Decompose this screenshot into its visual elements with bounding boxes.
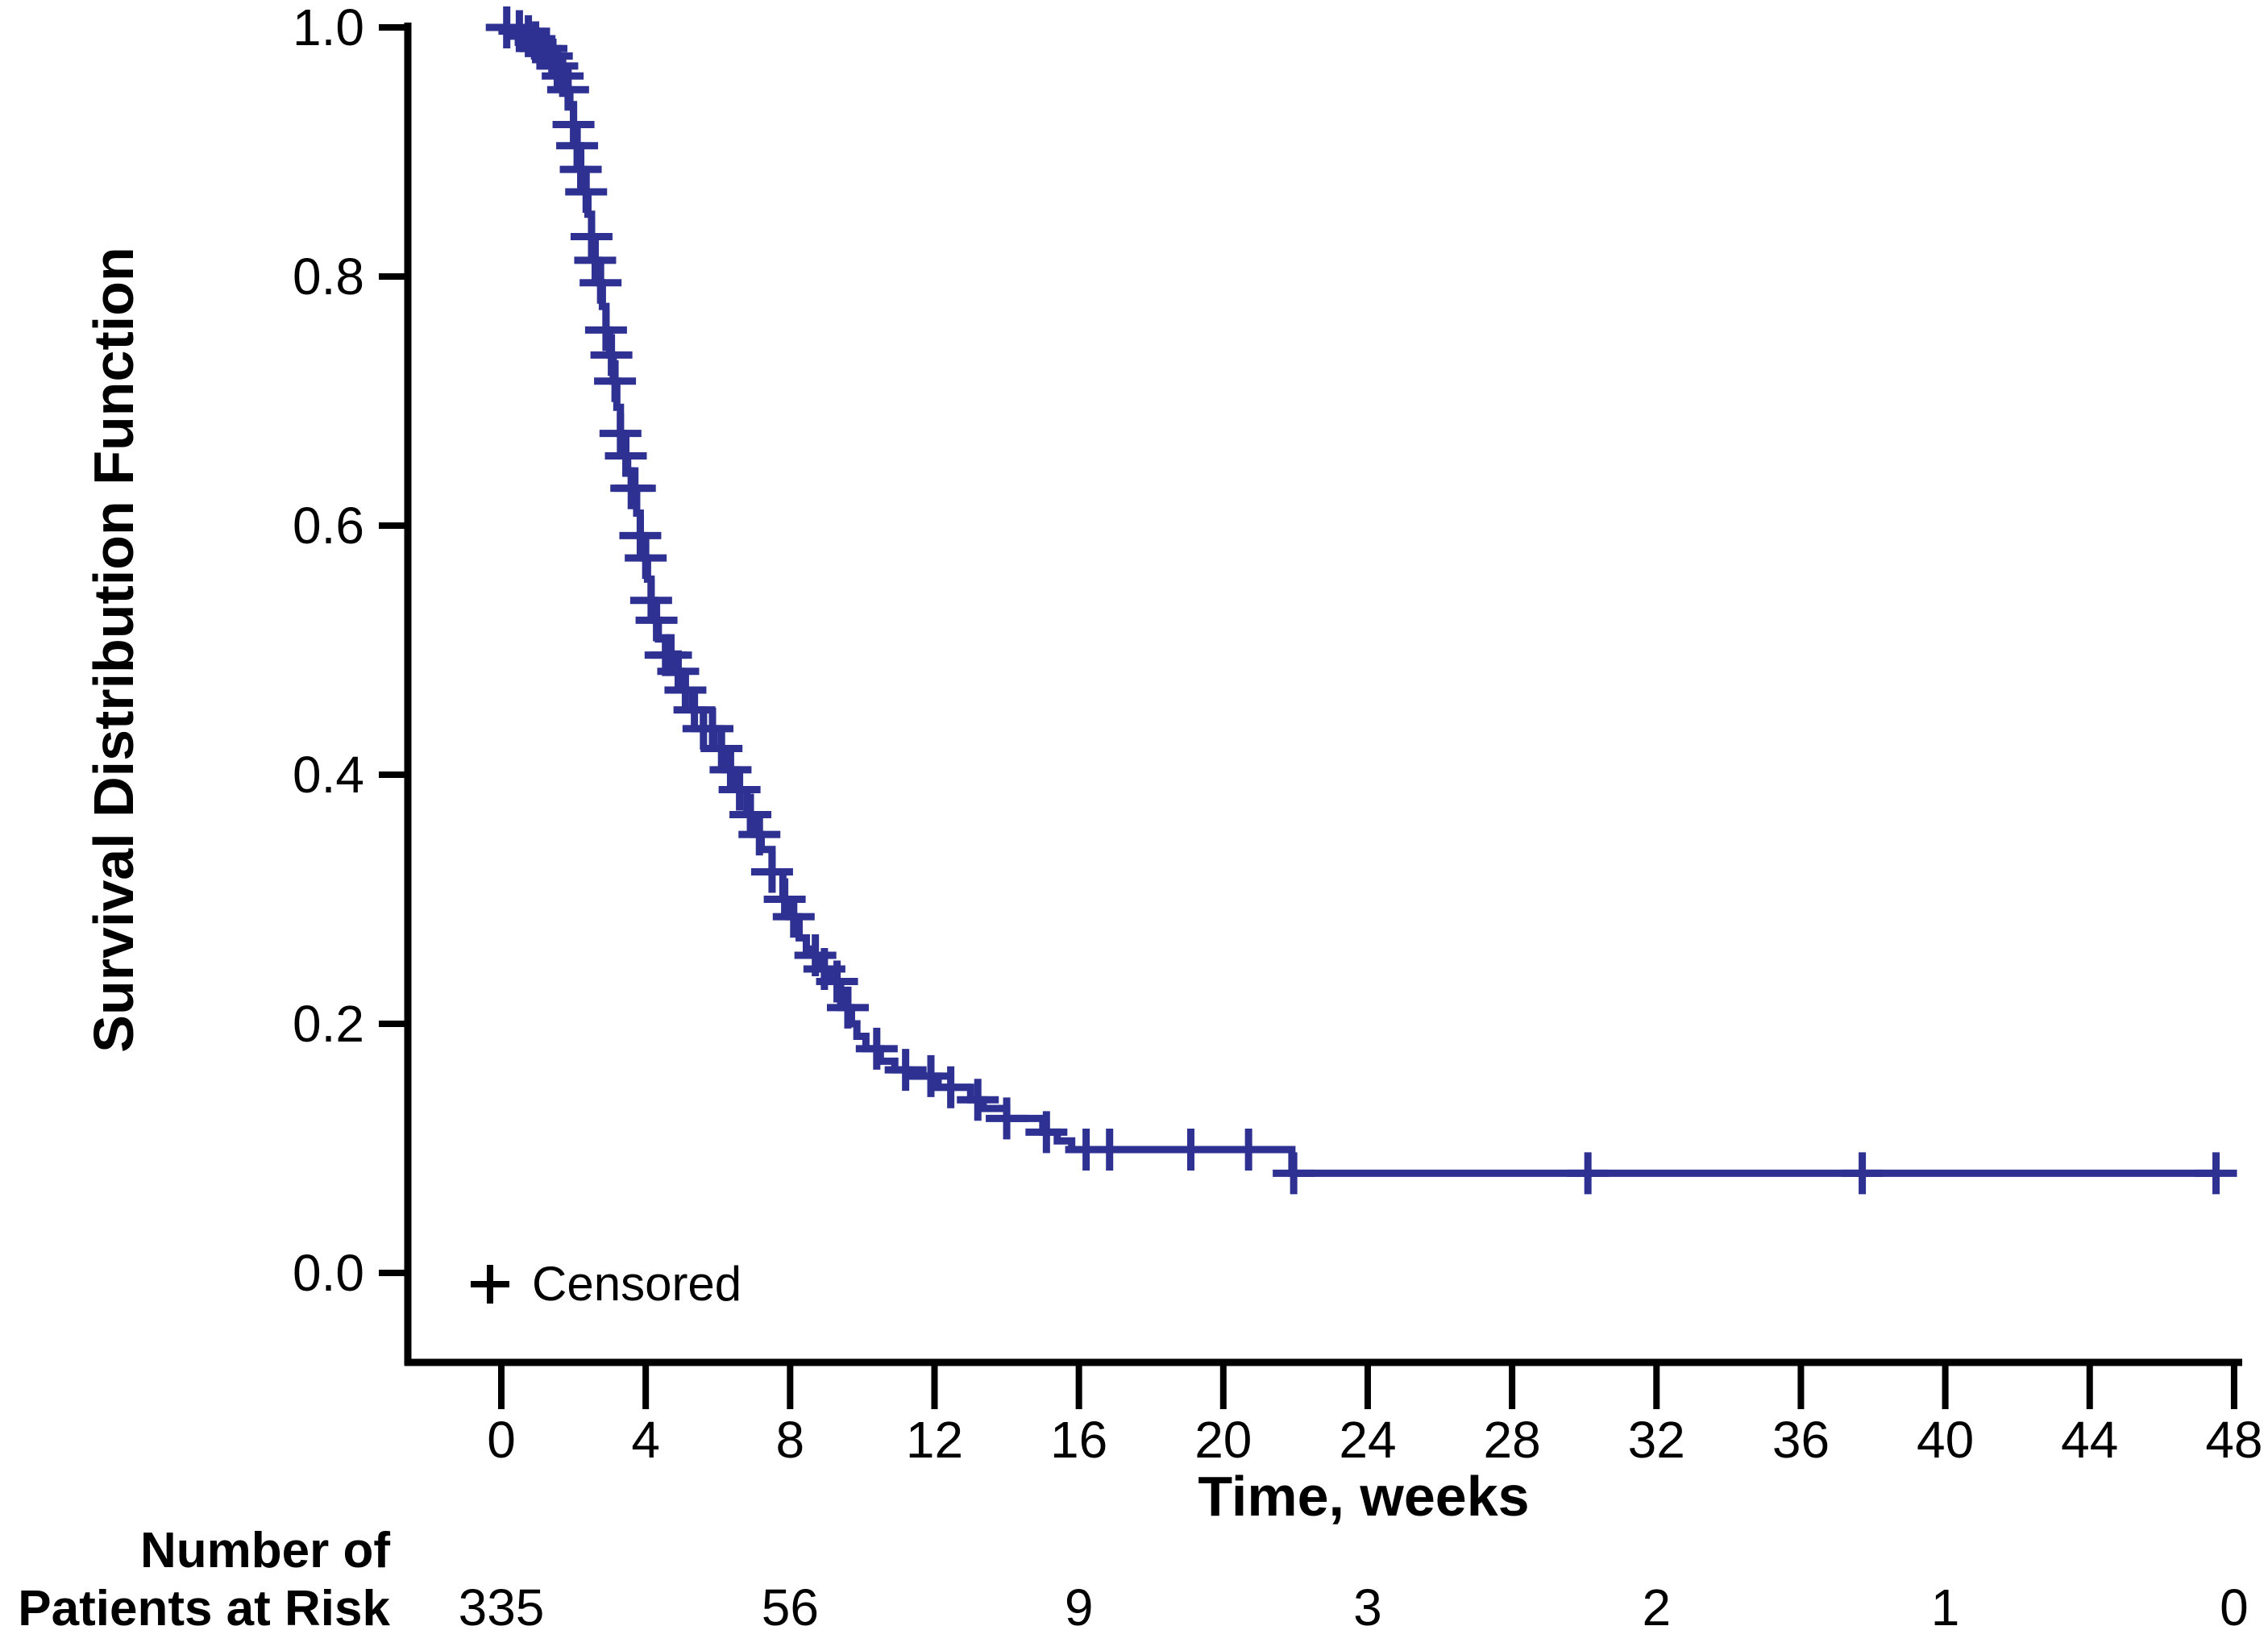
censor-mark [619,514,662,557]
y-tick-label: 0.2 [293,995,364,1053]
y-axis-ticks: 1.0 0.8 0.6 0.4 0.2 0.0 [293,0,408,1302]
x-tick-label: 16 [1050,1411,1107,1469]
censor-mark [613,467,656,509]
survival-curve [501,23,2220,1177]
censor-mark [772,896,815,938]
x-tick-label: 32 [1628,1411,1685,1469]
survival-curve-group [485,6,2237,1195]
censor-mark [559,148,602,191]
censor-mark [738,813,781,856]
censor-mark [1227,1129,1270,1171]
x-tick-label: 28 [1484,1411,1541,1469]
risk-value: 0 [2220,1578,2249,1636]
censor-mark [700,727,743,770]
censor-mark [664,668,707,711]
censored-plus-icon [471,1265,509,1304]
censor-mark [692,707,734,750]
censor-mark [625,537,667,580]
censor-mark [584,309,627,351]
y-tick-label: 1.0 [293,0,364,56]
y-tick-label: 0.0 [293,1244,364,1302]
censor-mark [709,748,752,791]
risk-value: 3 [1353,1578,1382,1636]
censor-mark [565,170,608,213]
x-tick-label: 0 [487,1411,516,1469]
x-tick-label: 48 [2205,1411,2262,1469]
censor-mark [729,793,772,836]
censor-mark [579,261,622,304]
censor-mark [594,360,637,402]
x-tick-label: 24 [1339,1411,1396,1469]
censor-mark [855,1027,898,1070]
censor-mark [629,579,672,622]
censor-mark [1169,1129,1212,1171]
y-axis-title: Survival Distribution Function [82,247,145,1052]
x-tick-label: 36 [1772,1411,1830,1469]
censor-mark [1025,1111,1068,1154]
x-axis-title: Time, weeks [1198,1465,1529,1528]
y-tick-label: 0.6 [293,497,364,555]
risk-table-values: 335 56 9 3 2 1 0 [459,1578,2249,1636]
y-tick-label: 0.8 [293,247,364,306]
censor-mark [657,650,700,692]
x-axis-ticks: 0 4 8 12 16 20 24 28 32 36 40 44 48 [487,1362,2263,1469]
censor-mark [536,44,579,87]
censor-mark [816,960,858,1003]
risk-value: 1 [1931,1578,1960,1636]
censor-mark [604,435,647,477]
censor-mark [884,1049,927,1092]
risk-value: 2 [1642,1578,1671,1636]
legend: Censored [471,1257,741,1311]
censor-mark [929,1066,972,1108]
x-tick-label: 4 [631,1411,660,1469]
censor-mark [1567,1152,1610,1195]
risk-table-label-line2: Patients at Risk [18,1581,390,1636]
x-tick-label: 20 [1194,1411,1252,1469]
censor-mark [986,1097,1028,1140]
censor-mark [826,986,869,1029]
x-tick-label: 8 [776,1411,805,1469]
censor-mark [1088,1129,1131,1171]
censor-mark [599,412,642,455]
risk-value: 9 [1065,1578,1094,1636]
legend-censored-label: Censored [532,1257,741,1311]
censor-mark [750,850,793,893]
x-tick-label: 12 [906,1411,963,1469]
censor-mark [957,1079,999,1121]
risk-table: Number of Patients at Risk 335 56 9 3 2 1 0 [18,1523,2248,1636]
censor-mark [574,239,617,281]
risk-table-label-line1: Number of [140,1523,390,1578]
risk-value: 335 [459,1578,545,1636]
x-tick-label: 40 [1917,1411,1974,1469]
risk-value: 56 [762,1578,819,1636]
x-tick-label: 44 [2061,1411,2118,1469]
censor-mark [635,599,678,642]
censor-mark [1273,1152,1315,1195]
censor-mark [718,768,761,811]
censor-mark [673,688,716,731]
censor-mark [1841,1152,1884,1195]
y-tick-label: 0.4 [293,746,364,804]
censor-mark [546,69,589,111]
censor-mark [2195,1152,2237,1195]
